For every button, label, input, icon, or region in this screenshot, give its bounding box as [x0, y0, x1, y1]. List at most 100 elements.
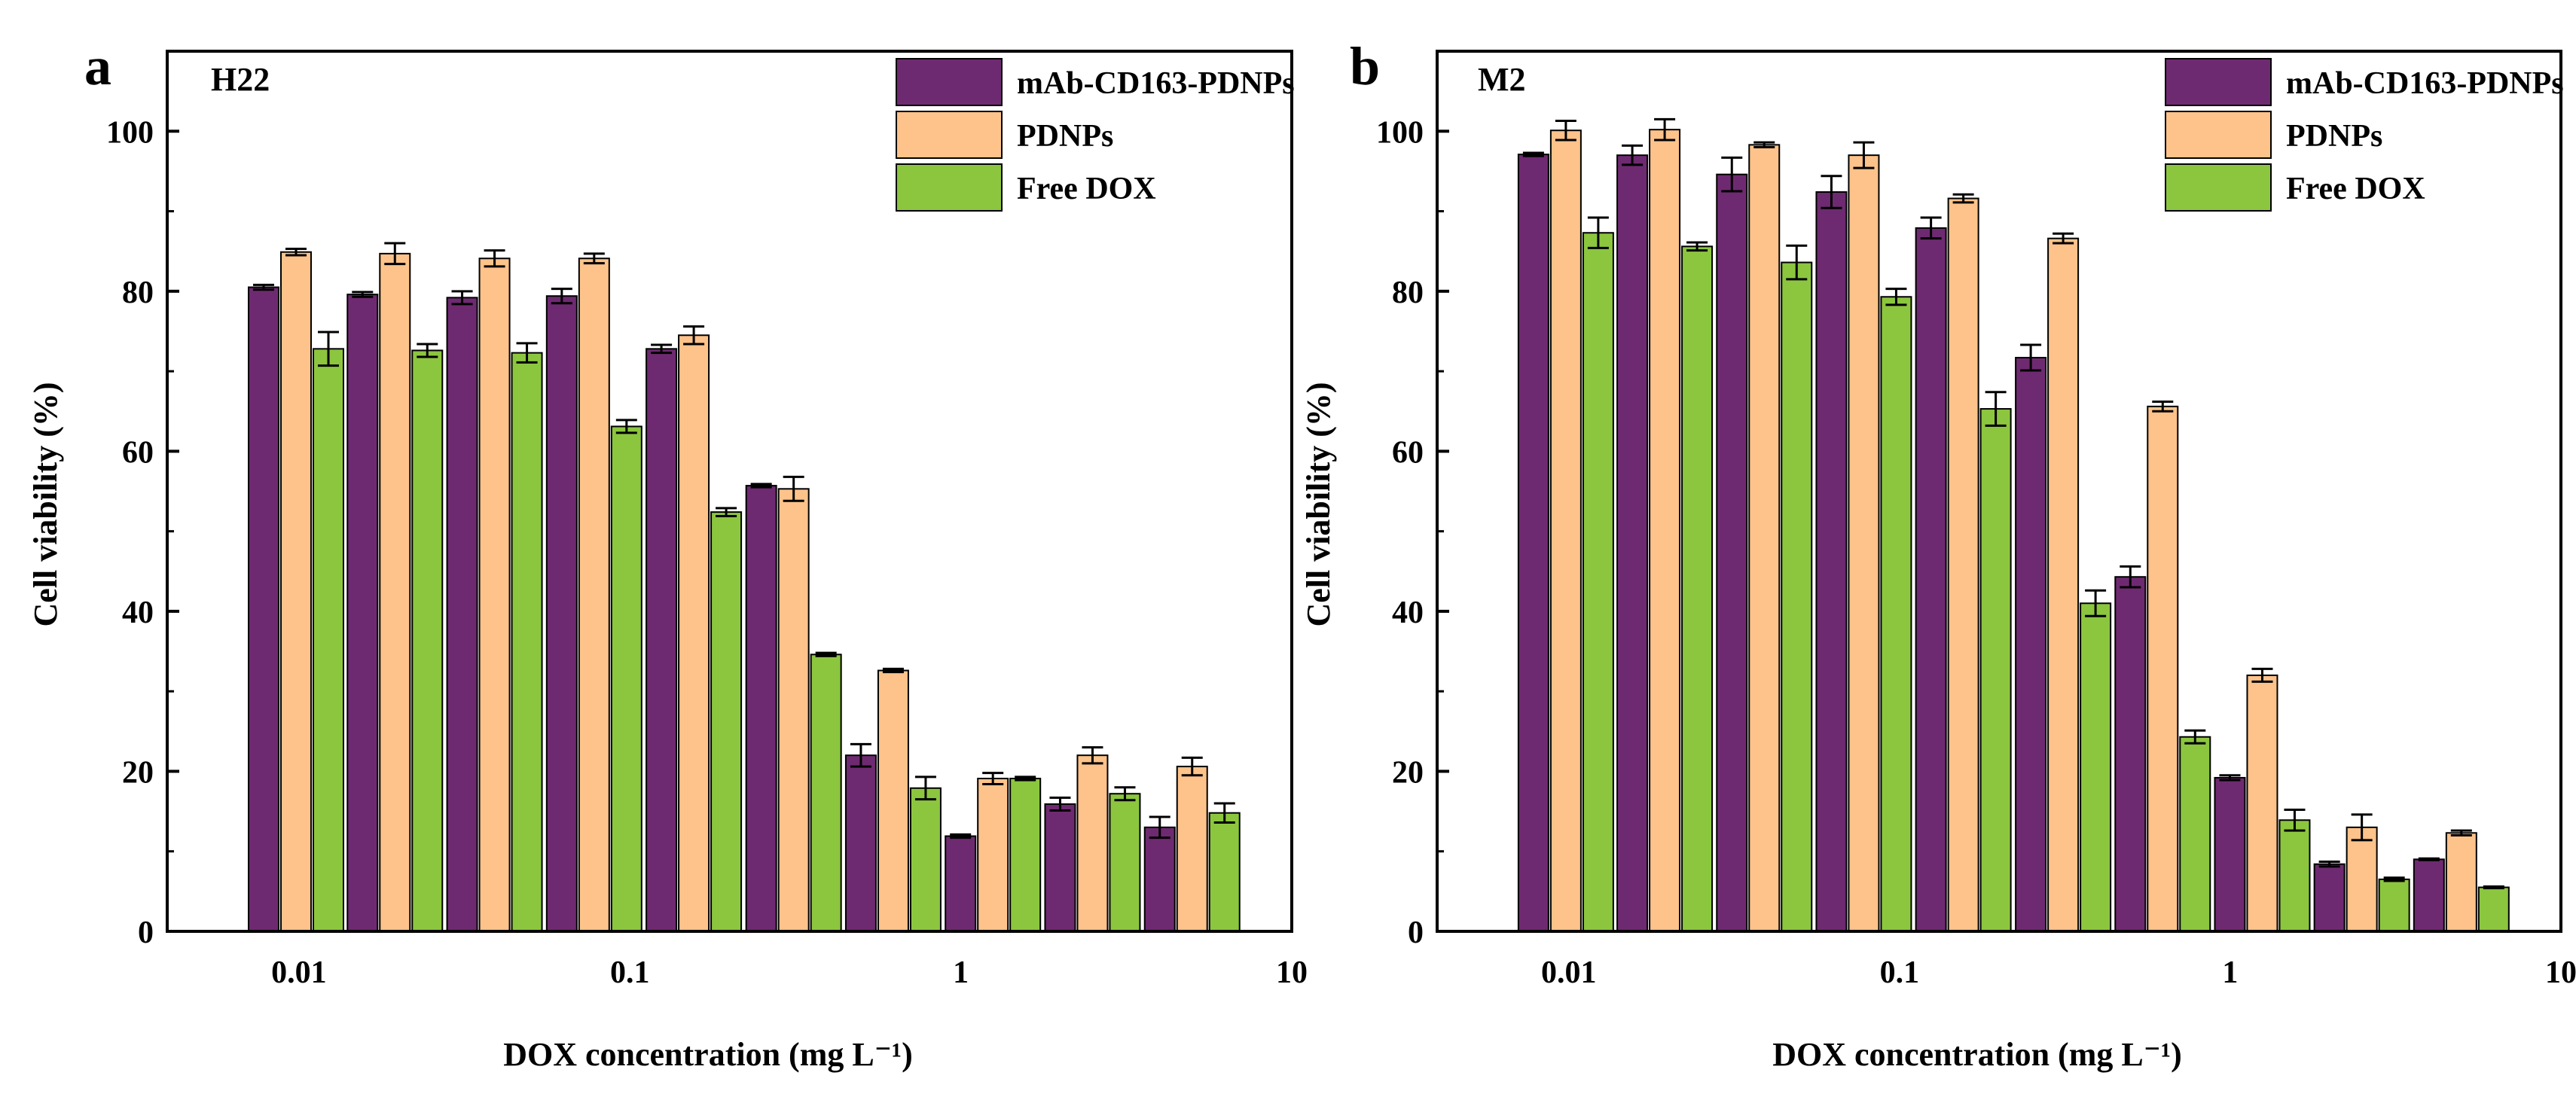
bar-pdnp-b-9 — [2445, 832, 2477, 932]
panel-label-a: a — [84, 36, 111, 96]
bar-pdnp-a-7 — [977, 778, 1009, 932]
y-tick-label: 40 — [1392, 596, 1424, 630]
bar-dox-a-9 — [1208, 812, 1241, 932]
bar-mab-b-6 — [2114, 576, 2147, 932]
bar-mab-b-3 — [1815, 191, 1848, 933]
plot-frame-b — [1436, 50, 2562, 933]
bar-pdnp-b-8 — [2346, 826, 2378, 932]
bar-mab-b-2 — [1716, 173, 1748, 933]
bar-dox-b-1 — [1681, 245, 1714, 932]
x-tick-label: 1 — [2222, 955, 2238, 990]
x-tick-label: 0.01 — [271, 955, 327, 990]
bar-dox-b-6 — [2179, 736, 2211, 932]
y-tick-label: 0 — [138, 916, 154, 950]
bar-pdnp-a-3 — [578, 257, 610, 933]
x-tick-label: 0.01 — [1541, 955, 1597, 990]
bar-dox-a-2 — [511, 352, 543, 932]
panel-label-b: b — [1350, 36, 1380, 96]
bar-dox-a-7 — [1009, 778, 1042, 932]
bar-dox-a-8 — [1109, 793, 1141, 933]
bars-a — [247, 242, 1241, 933]
x-tick-label: 0.1 — [1880, 955, 1920, 990]
y-tick-label: 60 — [122, 435, 154, 470]
y-tick-label: 100 — [106, 115, 154, 150]
plot-frame-a — [166, 50, 1293, 933]
bar-pdnp-a-5 — [777, 488, 810, 932]
y-tick-label: 60 — [1392, 435, 1424, 470]
bar-dox-a-4 — [710, 511, 743, 932]
bar-pdnp-a-2 — [478, 257, 511, 933]
legend-swatch-mab-a — [896, 58, 1003, 106]
bar-pdnp-b-4 — [1947, 197, 1979, 932]
axes-b: 0 20 40 60 80 100 0.01 0.1 1 10 — [1376, 115, 2576, 990]
legend-label-mab-a: mAb-CD163-PDNPs — [1017, 66, 1295, 101]
cell-line-label-h22: H22 — [211, 61, 270, 98]
bar-mab-b-1 — [1616, 154, 1649, 932]
bar-dox-a-5 — [810, 654, 842, 933]
bar-dox-a-1 — [411, 349, 444, 932]
bar-mab-a-8 — [1044, 803, 1076, 932]
bar-pdnp-a-8 — [1076, 754, 1109, 933]
bar-pdnp-b-0 — [1549, 129, 1582, 933]
y-tick-label: 100 — [1376, 115, 1424, 150]
bar-pdnp-b-6 — [2147, 405, 2179, 932]
bar-pdnp-a-4 — [678, 334, 710, 932]
legend-a: mAb-CD163-PDNPs PDNPs Free DOX — [896, 58, 1295, 212]
bar-dox-b-3 — [1880, 296, 1912, 932]
legend-b: mAb-CD163-PDNPs PDNPs Free DOX — [2165, 58, 2564, 212]
legend-label-pdnp-a: PDNPs — [1017, 119, 1113, 154]
bar-mab-a-5 — [745, 485, 777, 932]
legend-label-pdnp-b: PDNPs — [2286, 119, 2382, 154]
bar-dox-b-0 — [1582, 232, 1614, 933]
bar-mab-a-2 — [446, 297, 478, 932]
bar-pdnp-b-3 — [1848, 154, 1880, 932]
panel-b: b M2 Cell viability (%) DOX concentratio… — [1300, 36, 2576, 1073]
cell-line-label-m2: M2 — [1478, 61, 1526, 98]
bars-b — [1517, 117, 2510, 933]
bar-pdnp-b-7 — [2246, 674, 2278, 932]
axes-a: 0 20 40 60 80 100 0.01 0.1 1 10 — [106, 115, 1308, 990]
legend-label-dox-a: Free DOX — [1017, 172, 1156, 206]
legend-swatch-pdnp-a — [896, 111, 1003, 159]
bar-dox-b-2 — [1781, 261, 1813, 932]
bar-pdnp-a-9 — [1176, 766, 1208, 932]
bar-pdnp-a-0 — [279, 251, 312, 932]
bar-mab-b-0 — [1517, 154, 1549, 933]
bar-pdnp-a-6 — [877, 669, 909, 932]
y-tick-label: 20 — [122, 755, 154, 790]
bar-dox-a-6 — [909, 787, 942, 933]
bar-mab-b-4 — [1915, 227, 1947, 932]
bar-pdnp-b-1 — [1649, 129, 1681, 933]
bar-dox-b-4 — [1979, 408, 2012, 932]
bar-mab-a-4 — [646, 348, 678, 932]
y-axis-label-a: Cell viability (%) — [27, 382, 64, 626]
bar-dox-a-3 — [610, 425, 642, 932]
x-tick-label: 10 — [2545, 955, 2576, 990]
bar-mab-b-9 — [2413, 858, 2445, 932]
legend-swatch-mab-b — [2165, 58, 2272, 106]
x-axis-label-a: DOX concentration (mg L⁻¹) — [503, 1036, 913, 1073]
y-tick-label: 80 — [1392, 276, 1424, 310]
bar-mab-a-7 — [945, 835, 977, 932]
x-axis-label-b: DOX concentration (mg L⁻¹) — [1772, 1036, 2182, 1073]
bar-mab-a-6 — [844, 754, 877, 933]
legend-swatch-dox-b — [2165, 163, 2272, 212]
bar-mab-a-9 — [1143, 826, 1176, 932]
bar-mab-b-5 — [2015, 357, 2047, 932]
bar-dox-b-9 — [2477, 886, 2510, 933]
bar-dox-b-7 — [2278, 819, 2311, 932]
bar-dox-b-5 — [2080, 602, 2112, 932]
x-tick-label: 0.1 — [610, 955, 650, 990]
x-tick-label: 1 — [953, 955, 969, 990]
y-tick-label: 40 — [122, 596, 154, 630]
bar-pdnp-a-1 — [379, 252, 411, 932]
y-tick-label: 80 — [122, 276, 154, 310]
bar-dox-b-8 — [2378, 878, 2410, 932]
legend-swatch-dox-a — [896, 163, 1003, 212]
panel-a: a H22 Cell viability (%) DOX concentrati… — [27, 36, 1308, 1073]
legend-label-dox-b: Free DOX — [2286, 172, 2425, 206]
y-tick-label: 20 — [1392, 755, 1424, 790]
bar-pdnp-b-2 — [1748, 144, 1781, 932]
bar-mab-a-1 — [346, 294, 379, 932]
